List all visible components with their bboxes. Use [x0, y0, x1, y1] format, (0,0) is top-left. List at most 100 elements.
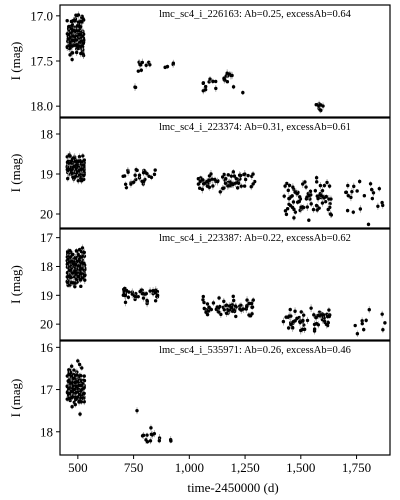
data-point [149, 175, 154, 180]
data-point [307, 193, 311, 198]
data-point [74, 249, 79, 253]
data-point [249, 185, 253, 189]
data-point [241, 307, 246, 311]
data-point [291, 185, 295, 189]
data-point [202, 306, 206, 311]
data-point [207, 174, 212, 178]
data-point [251, 172, 255, 176]
data-point [321, 104, 325, 108]
data-point [65, 19, 69, 23]
data-point [251, 298, 255, 302]
data-point [69, 364, 74, 368]
data-point [76, 24, 80, 28]
data-point [301, 313, 306, 317]
data-point [82, 177, 86, 182]
data-point [70, 171, 74, 175]
data-point [284, 212, 289, 217]
data-point [153, 299, 158, 303]
data-point [380, 200, 384, 205]
data-point [80, 246, 85, 250]
y-tick-label: 16 [40, 340, 54, 355]
data-point [74, 373, 79, 377]
data-point [74, 163, 79, 167]
data-point [219, 312, 223, 317]
data-point [66, 37, 70, 41]
data-point [76, 359, 80, 363]
data-point [130, 292, 134, 296]
data-point [344, 190, 348, 195]
panel-frame [59, 4, 391, 118]
panel-title: lmc_sc4_i_226163: Ab=0.25, excessAb=0.64 [159, 9, 352, 20]
data-point [123, 182, 128, 186]
data-point [74, 384, 78, 389]
data-point [282, 194, 286, 198]
data-point [299, 328, 303, 333]
data-point [136, 294, 140, 299]
y-tick-label: 18 [40, 424, 53, 439]
data-point [247, 301, 251, 306]
data-point [149, 432, 154, 437]
data-point [225, 80, 230, 84]
data-point [286, 326, 291, 330]
data-point [239, 184, 243, 188]
data-point [141, 433, 146, 438]
data-point [250, 305, 254, 309]
data-point [129, 182, 133, 186]
data-point [70, 405, 74, 409]
data-point [245, 305, 249, 309]
y-tick-label: 17 [40, 230, 54, 245]
data-point [232, 174, 237, 178]
data-point [77, 168, 81, 173]
data-point [148, 63, 152, 67]
data-point [328, 201, 332, 206]
data-point [355, 332, 360, 336]
data-point [70, 281, 74, 285]
x-axis: 500 750 1,000 1,250 1,500 1,750 [68, 455, 371, 475]
data-point [283, 184, 287, 188]
data-point [67, 260, 72, 264]
data-point [67, 391, 72, 396]
data-point [196, 182, 201, 186]
data-point [351, 210, 355, 214]
data-point [328, 212, 333, 216]
data-point [145, 171, 149, 176]
data-point [78, 412, 82, 416]
data-point [285, 207, 290, 211]
data-point [205, 312, 210, 317]
data-point [216, 310, 221, 314]
data-point [198, 179, 202, 184]
data-point [134, 177, 138, 182]
data-point [169, 439, 173, 443]
data-point [220, 175, 225, 179]
data-points [65, 358, 173, 445]
data-point [322, 319, 327, 323]
x-tick-label: 1,000 [175, 460, 204, 475]
data-point [200, 187, 205, 192]
data-point [350, 189, 354, 194]
data-point [371, 191, 376, 195]
data-point [121, 293, 126, 297]
data-point [81, 163, 86, 167]
data-point [77, 362, 82, 367]
data-point [305, 318, 310, 323]
data-point [66, 32, 71, 37]
data-point [201, 298, 205, 302]
data-point [197, 186, 202, 190]
data-point [80, 167, 85, 171]
data-point [314, 203, 319, 208]
panel-frame [59, 340, 391, 456]
x-tick-label: 1,250 [230, 460, 259, 475]
data-point [360, 321, 364, 326]
data-point [83, 278, 87, 282]
y-axis-label: I (mag) [8, 379, 23, 418]
data-point [380, 312, 384, 316]
data-point [298, 320, 302, 325]
data-point [81, 41, 86, 46]
data-point [303, 180, 307, 184]
data-point [233, 304, 238, 308]
x-axis-label: time-2450000 (d) [187, 480, 278, 495]
data-point [285, 181, 289, 186]
panel-1: lmc_sc4_i_226163: Ab=0.25, excessAb=0.64… [8, 4, 391, 118]
data-point [376, 204, 380, 208]
